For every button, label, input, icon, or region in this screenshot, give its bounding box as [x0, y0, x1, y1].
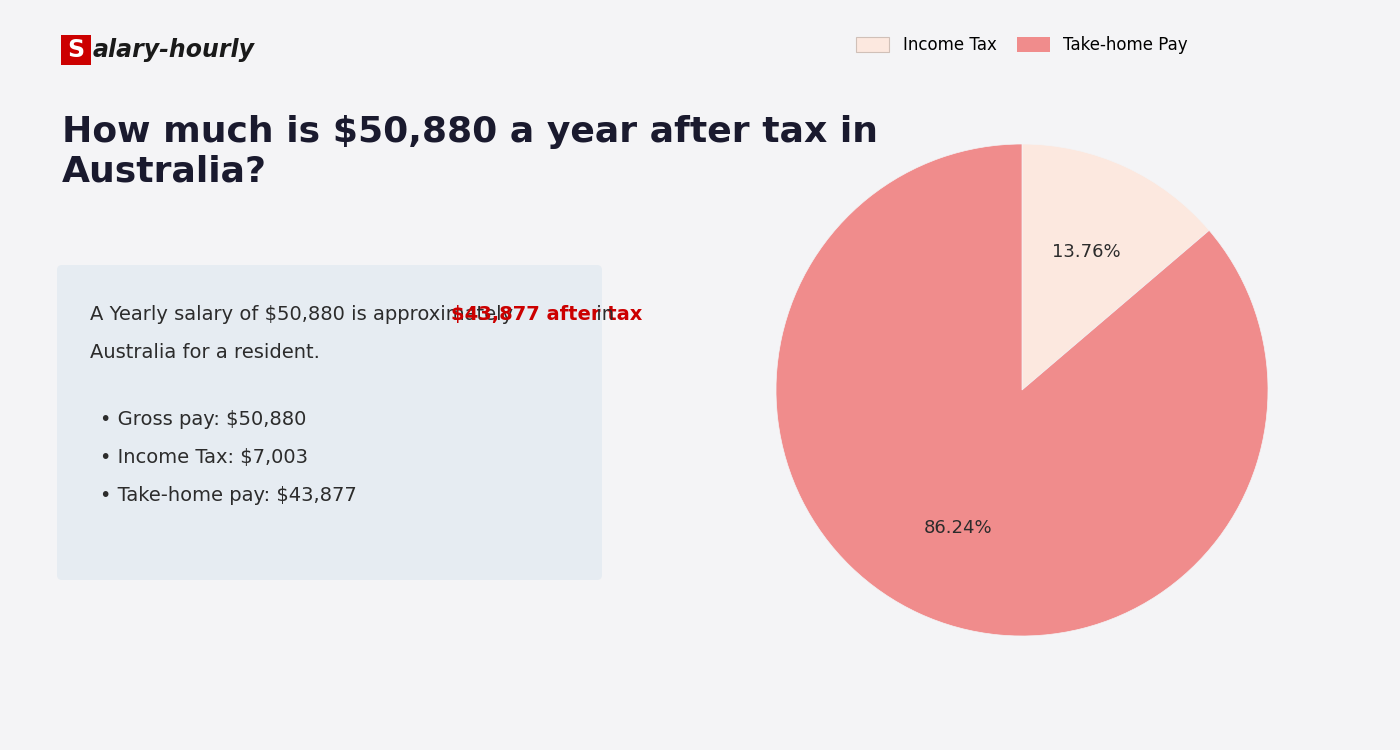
- Text: in: in: [591, 305, 615, 324]
- FancyBboxPatch shape: [57, 265, 602, 580]
- Wedge shape: [776, 144, 1268, 636]
- Text: • Gross pay: $50,880: • Gross pay: $50,880: [99, 410, 307, 429]
- Text: 13.76%: 13.76%: [1051, 242, 1120, 260]
- Text: alary-hourly: alary-hourly: [92, 38, 255, 62]
- Legend: Income Tax, Take-home Pay: Income Tax, Take-home Pay: [850, 29, 1194, 61]
- Wedge shape: [1022, 144, 1210, 390]
- Text: • Income Tax: $7,003: • Income Tax: $7,003: [99, 448, 308, 467]
- Text: S: S: [67, 38, 84, 62]
- Text: Australia for a resident.: Australia for a resident.: [90, 343, 319, 362]
- Text: • Take-home pay: $43,877: • Take-home pay: $43,877: [99, 486, 357, 505]
- Text: How much is $50,880 a year after tax in: How much is $50,880 a year after tax in: [62, 115, 878, 149]
- Text: 86.24%: 86.24%: [924, 520, 993, 538]
- Text: $43,877 after tax: $43,877 after tax: [451, 305, 643, 324]
- Text: Australia?: Australia?: [62, 155, 267, 189]
- FancyBboxPatch shape: [62, 35, 91, 65]
- Text: A Yearly salary of $50,880 is approximately: A Yearly salary of $50,880 is approximat…: [90, 305, 519, 324]
